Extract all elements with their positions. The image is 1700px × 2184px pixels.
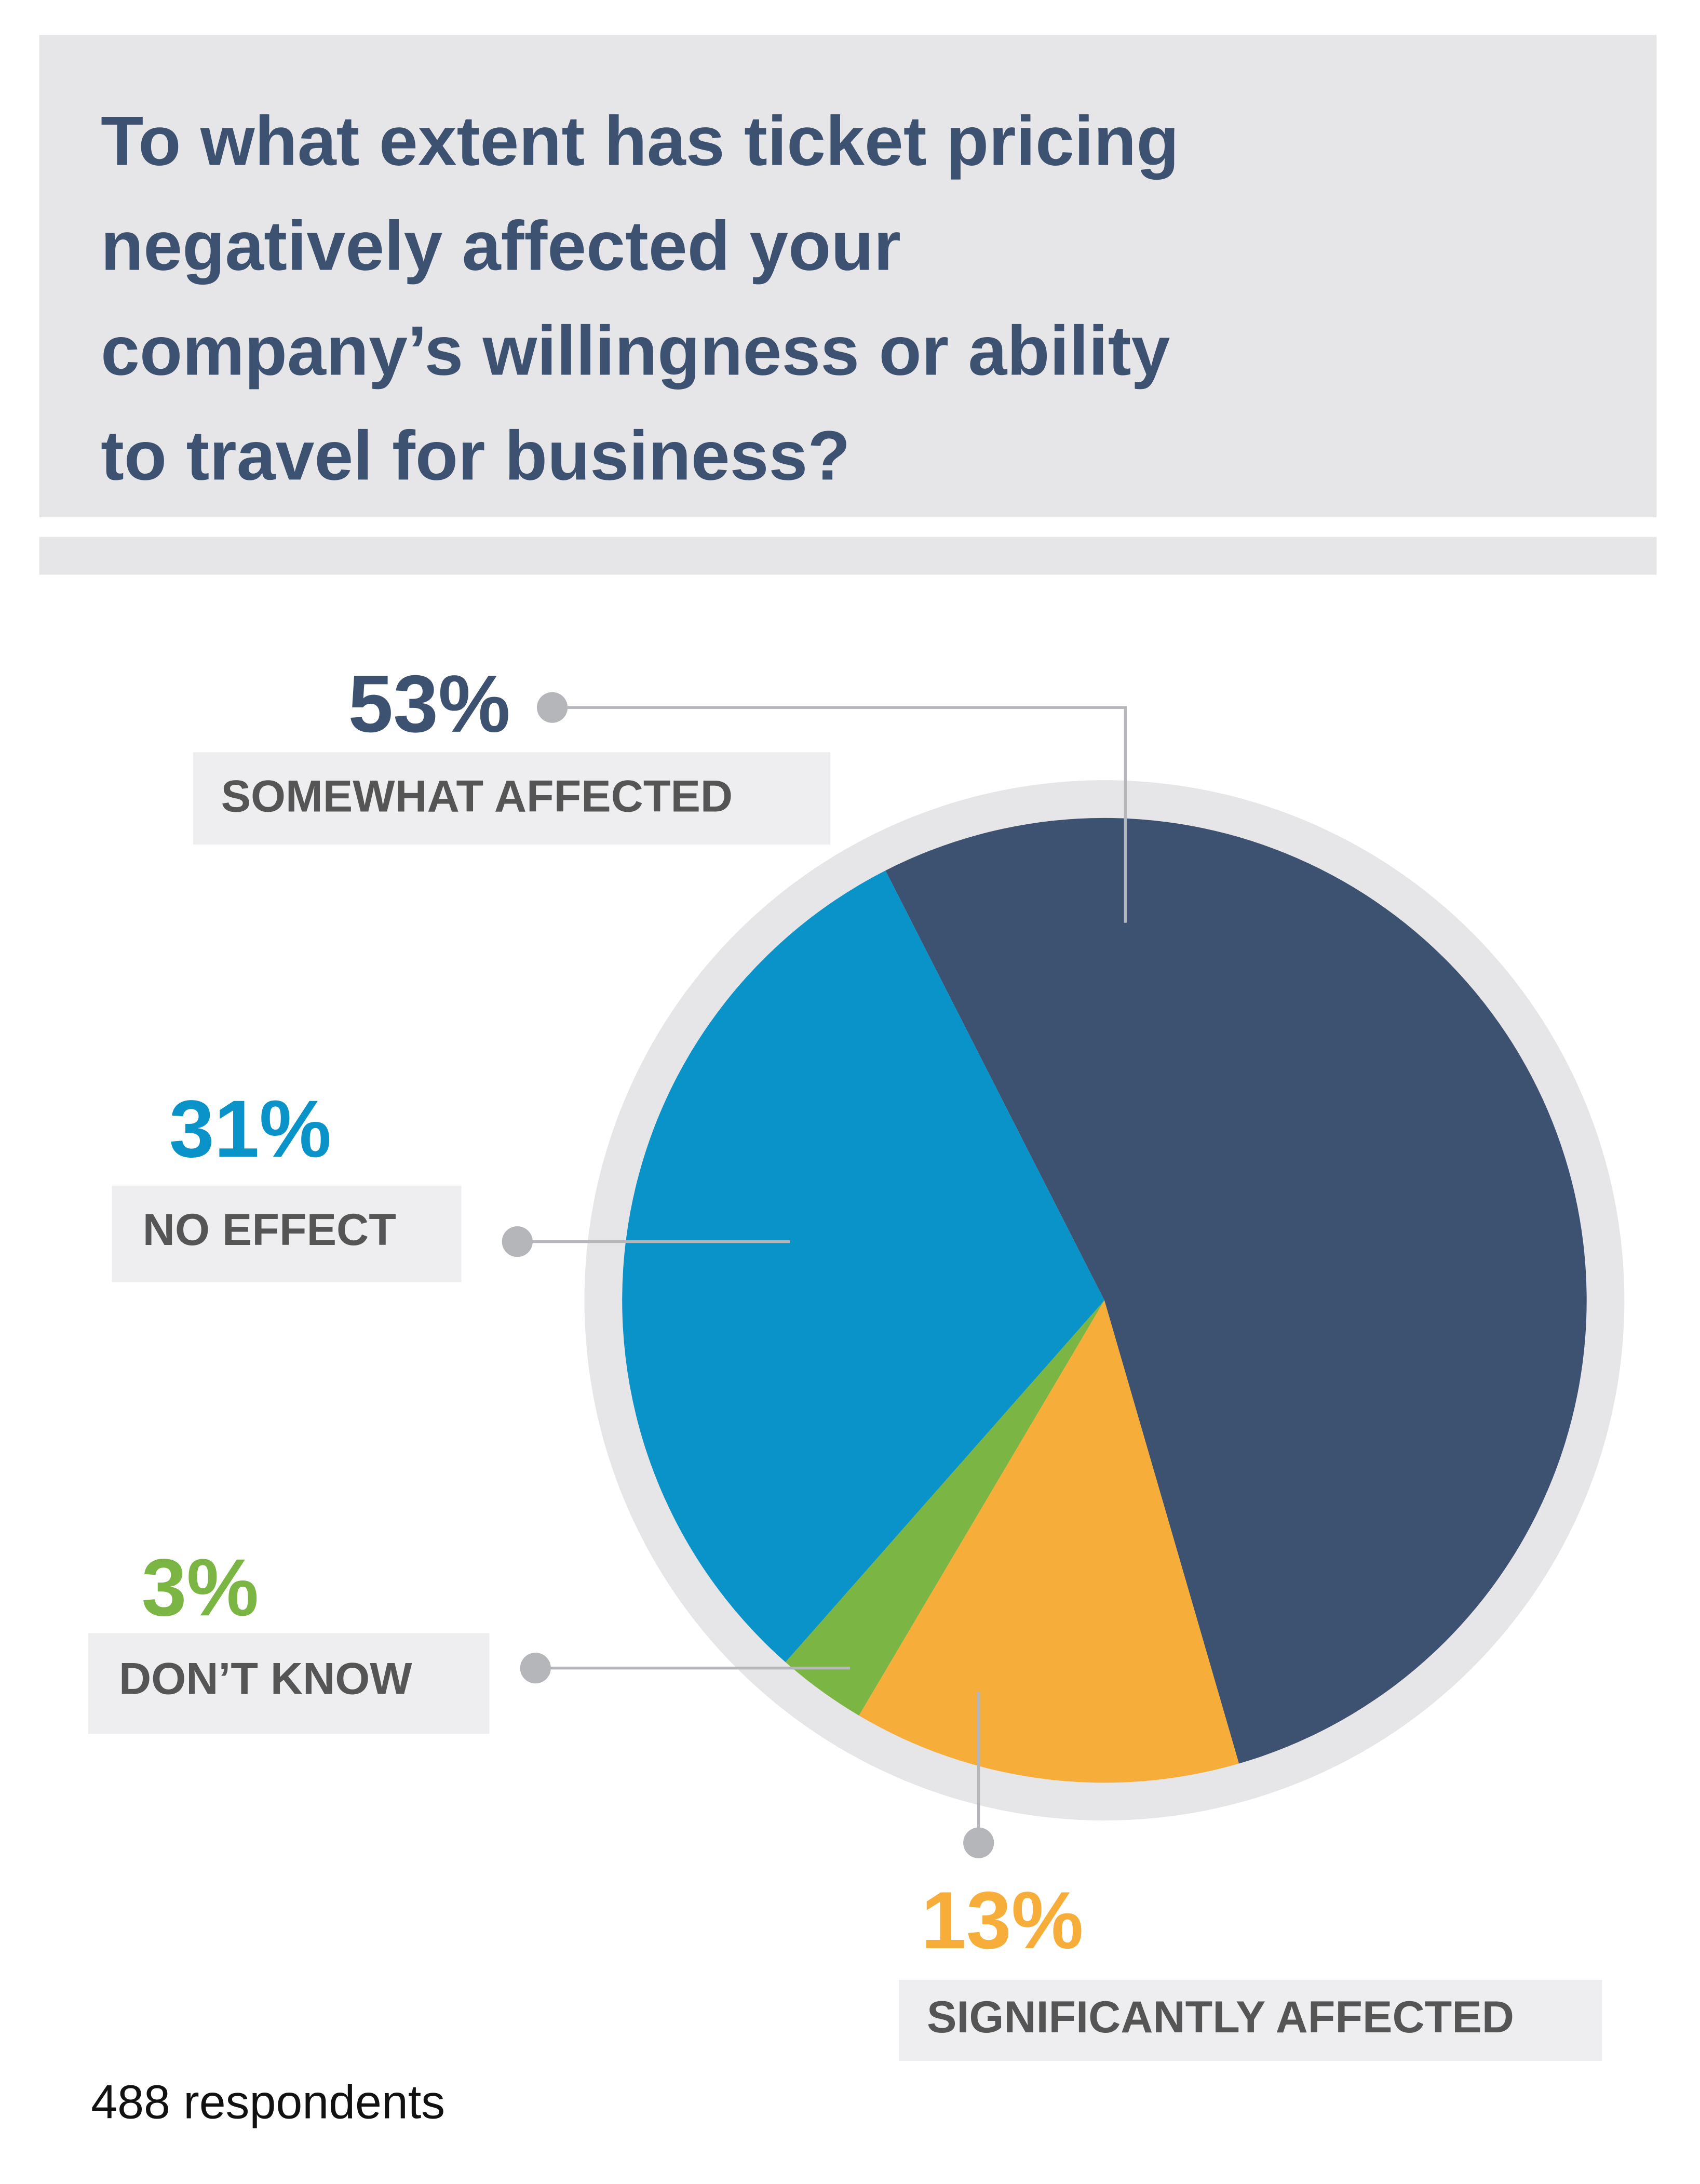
pie: [622, 818, 1587, 1783]
pie-slice: [785, 1300, 1104, 1716]
category-label: SIGNIFICANTLY AFFECTED: [927, 1992, 1514, 2042]
leader-dot: [520, 1653, 551, 1684]
value-label: 31%: [169, 1084, 331, 1174]
value-label: 53%: [348, 659, 510, 749]
label-box: [112, 1185, 462, 1282]
title-panel: [39, 35, 1657, 518]
title-rule: [39, 537, 1657, 575]
chart-title: To what extent has ticket pricing: [101, 102, 1179, 180]
leader-dot: [536, 692, 568, 723]
labels: SOMEWHAT AFFECTED 53% SIGNIFICANTLY AFFECT…: [88, 659, 1602, 2061]
category-label: NO EFFECT: [143, 1205, 396, 1255]
value-label: 3%: [142, 1543, 259, 1633]
label-box: [899, 1979, 1602, 2061]
label-box: [88, 1633, 490, 1734]
value-label: 13%: [921, 1875, 1083, 1966]
note: 488 respondents: [91, 2075, 445, 2128]
category-label: DON’T KNOW: [119, 1654, 412, 1704]
leader-line: [552, 706, 1127, 923]
pie-slice: [622, 870, 1104, 1663]
chart-title: to travel for business?: [101, 416, 850, 494]
category-label: SOMEWHAT AFFECTED: [221, 772, 733, 822]
pie-slice: [885, 818, 1587, 1764]
chart-title: company’s willingness or ability: [101, 311, 1170, 390]
leader-dot: [502, 1226, 533, 1257]
leader-dot: [963, 1827, 994, 1858]
label-box: [193, 752, 831, 845]
chart-title: negatively affected your: [101, 207, 901, 285]
pie-slice: [859, 1300, 1239, 1783]
